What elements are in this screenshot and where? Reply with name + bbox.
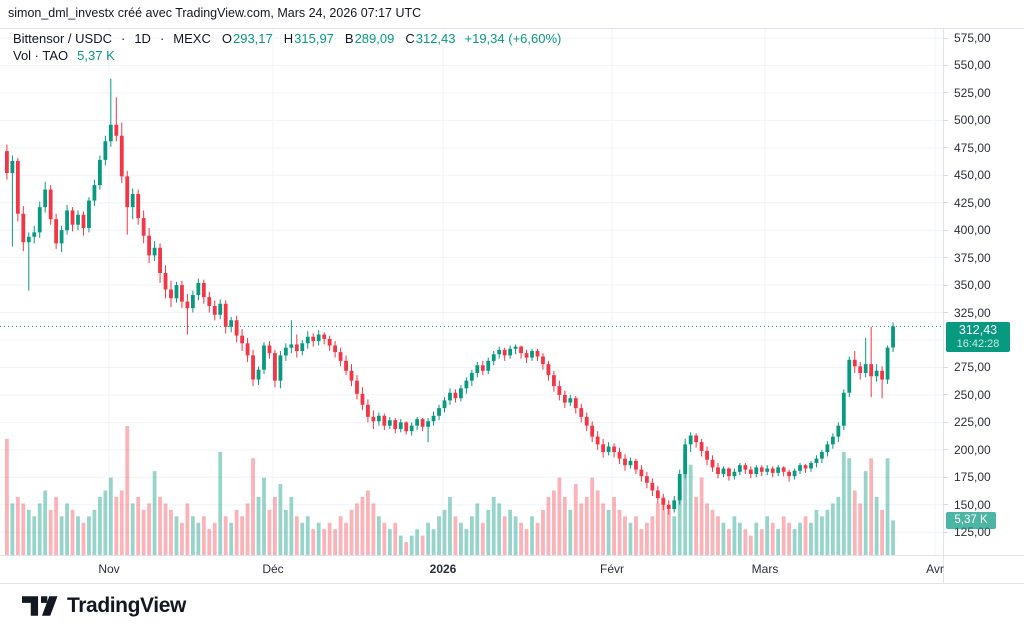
price-tick-label: 225,00 (954, 415, 991, 430)
price-tick-mark (943, 64, 948, 66)
price-tick-label: 400,00 (954, 223, 991, 238)
tradingview-footer[interactable]: TradingView (22, 594, 186, 618)
exchange-label[interactable]: MEXC (173, 31, 211, 46)
high-label: H (283, 31, 294, 46)
price-tick-label: 250,00 (954, 387, 991, 402)
header-divider (0, 28, 1024, 29)
time-axis-label-déc: Déc (262, 562, 284, 576)
interval-label[interactable]: 1D (134, 31, 151, 46)
time-axis-label-2026: 2026 (429, 562, 457, 576)
price-tick-mark (943, 37, 948, 39)
price-tick-label: 375,00 (954, 250, 991, 265)
last-price-value: 312,43 (958, 323, 998, 338)
price-tick-mark (943, 147, 948, 149)
time-axis-label-nov: Nov (98, 562, 120, 576)
price-tick-label: 575,00 (954, 31, 991, 45)
legend-separator: · (159, 31, 165, 46)
change-value: +19,34 (+6,60%) (464, 31, 562, 46)
price-tick-mark (943, 312, 948, 314)
price-tick-label: 350,00 (954, 278, 991, 293)
legend-separator: · (120, 31, 126, 46)
price-tick-mark (943, 504, 948, 506)
tradingview-logo-text: TradingView (67, 594, 186, 617)
time-axis-label-févr: Févr (600, 562, 624, 576)
price-tick-mark (943, 421, 948, 423)
low-label: B (344, 31, 354, 46)
ohlc-high: H315,97 (284, 31, 334, 47)
price-axis-divider (943, 28, 944, 583)
price-tick-mark (943, 229, 948, 231)
price-tick-mark (943, 257, 948, 259)
ohlc-close: C312,43 (405, 31, 455, 47)
price-tick-mark (943, 284, 948, 286)
tradingview-logo-icon (22, 596, 58, 616)
price-tick-mark (943, 92, 948, 94)
price-tick-mark (943, 449, 948, 451)
time-axis-label-mars: Mars (751, 562, 779, 576)
legend-main-row: Bittensor / USDC · 1D · MEXC O293,17 H31… (13, 31, 561, 47)
last-price-badge: 312,43 16:42:28 (946, 322, 1010, 353)
low-value: 289,09 (354, 31, 395, 46)
price-tick-mark (943, 174, 948, 176)
price-tick-mark (943, 531, 948, 533)
price-tick-label: 450,00 (954, 168, 991, 183)
close-value: 312,43 (415, 31, 456, 46)
price-tick-label: 525,00 (954, 85, 991, 100)
price-tick-label: 550,00 (954, 58, 991, 73)
legend-volume-row: Vol · TAO 5,37 K (13, 48, 561, 64)
price-tick-mark (943, 476, 948, 478)
time-axis-divider (0, 555, 1024, 556)
price-tick-label: 200,00 (954, 442, 991, 457)
close-label: C (405, 31, 415, 46)
price-tick-mark (943, 202, 948, 204)
price-tick-label: 425,00 (954, 195, 991, 210)
price-tick-label: 275,00 (954, 360, 991, 375)
price-tick-label: 175,00 (954, 470, 991, 485)
price-tick-mark (943, 119, 948, 121)
volume-badge: 5,37 K (946, 511, 996, 529)
price-tick-mark (943, 366, 948, 368)
price-tick-label: 150,00 (954, 497, 991, 512)
footer-divider (0, 583, 1024, 584)
symbol-name[interactable]: Bittensor / USDC (13, 31, 112, 46)
open-value: 293,17 (232, 31, 273, 46)
price-tick-mark (943, 394, 948, 396)
high-value: 315,97 (294, 31, 334, 46)
ohlc-low: B289,09 (345, 31, 394, 47)
open-label: O (221, 31, 232, 46)
volume-value: 5,37 K (77, 48, 115, 63)
volume-label[interactable]: Vol · TAO (13, 48, 69, 63)
price-tick-label: 500,00 (954, 113, 991, 128)
price-tick-label: 325,00 (954, 305, 991, 320)
bar-countdown: 16:42:28 (956, 338, 1000, 351)
ohlc-open: O293,17 (222, 31, 273, 47)
price-tick-label: 475,00 (954, 140, 991, 155)
attribution-text: simon_dml_investx créé avec TradingView.… (8, 6, 422, 20)
chart-legend: Bittensor / USDC · 1D · MEXC O293,17 H31… (13, 31, 561, 64)
time-axis-label-avr: Avr (926, 562, 944, 576)
